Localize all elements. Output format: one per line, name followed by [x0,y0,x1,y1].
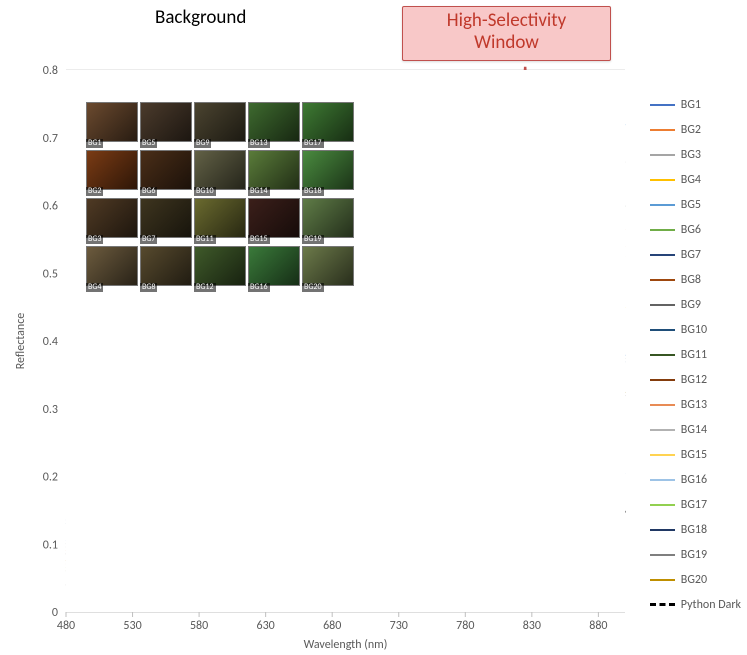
svg-text:0.7: 0.7 [43,132,58,146]
y-axis-title: Reflectance [14,313,28,370]
legend-label: Python Dark [681,598,741,612]
legend-label: BG1 [681,98,701,112]
thumb-bg11: BG11 [194,198,244,244]
legend-entry-bg20: BG20 [650,567,741,592]
svg-text:580: 580 [190,619,208,633]
legend-label: BG3 [681,148,701,162]
thumb-bg1: BG1 [86,102,136,148]
legend-label: BG8 [681,273,701,287]
svg-text:0.8: 0.8 [43,64,58,78]
legend-label: BG11 [681,348,707,362]
x-axis-title: Wavelength (nm) [304,638,388,652]
legend-entry-bg2: BG2 [650,117,741,142]
legend-entry-python-dark: Python Dark [650,592,741,617]
thumb-bg5: BG5 [140,102,190,148]
svg-text:0.1: 0.1 [43,538,58,552]
svg-text:680: 680 [323,619,341,633]
legend-label: BG20 [681,573,707,587]
thumb-bg10: BG10 [194,150,244,196]
legend-label: BG7 [681,248,701,262]
svg-text:0.2: 0.2 [43,471,58,485]
legend-label: BG15 [681,448,707,462]
legend-label: BG10 [681,323,707,337]
legend-entry-bg15: BG15 [650,442,741,467]
legend-entry-bg6: BG6 [650,217,741,242]
thumb-bg3: BG3 [86,198,136,244]
legend-entry-bg19: BG19 [650,542,741,567]
thumb-bg15: BG15 [248,198,298,244]
thumb-bg17: BG17 [302,102,352,148]
thumb-bg6: BG6 [140,150,190,196]
legend-entry-bg17: BG17 [650,492,741,517]
legend-entry-bg1: BG1 [650,92,741,117]
legend-entry-bg7: BG7 [650,242,741,267]
legend-entry-bg13: BG13 [650,392,741,417]
svg-text:480: 480 [57,619,75,633]
legend-entry-bg8: BG8 [650,267,741,292]
legend-label: BG13 [681,398,707,412]
thumb-bg19: BG19 [302,198,352,244]
legend-entry-bg16: BG16 [650,467,741,492]
legend-entry-bg14: BG14 [650,417,741,442]
thumb-bg16: BG16 [248,246,298,292]
svg-text:0: 0 [52,606,58,620]
thumb-bg8: BG8 [140,246,190,292]
legend-entry-bg5: BG5 [650,192,741,217]
svg-text:0.6: 0.6 [43,200,58,214]
legend-label: BG4 [681,173,701,187]
thumb-bg18: BG18 [302,150,352,196]
thumb-bg7: BG7 [140,198,190,244]
svg-text:780: 780 [456,619,474,633]
legend-label: BG17 [681,498,707,512]
thumb-bg4: BG4 [86,246,136,292]
svg-text:730: 730 [390,619,408,633]
legend-label: BG2 [681,123,701,137]
legend-label: BG14 [681,423,707,437]
legend-entry-bg4: BG4 [650,167,741,192]
thumb-bg9: BG9 [194,102,244,148]
svg-text:630: 630 [257,619,275,633]
legend-entry-bg18: BG18 [650,517,741,542]
legend-label: BG5 [681,198,701,212]
legend-entry-bg3: BG3 [650,142,741,167]
svg-text:0.4: 0.4 [43,335,58,349]
thumb-bg2: BG2 [86,150,136,196]
svg-text:830: 830 [523,619,541,633]
legend-label: BG6 [681,223,701,237]
thumb-bg13: BG13 [248,102,298,148]
svg-text:880: 880 [589,619,607,633]
legend-entry-bg11: BG11 [650,342,741,367]
svg-text:0.5: 0.5 [43,267,58,281]
legend-label: BG12 [681,373,707,387]
svg-text:530: 530 [123,619,141,633]
thumb-bg20: BG20 [302,246,352,292]
reflectance-chart: 480 530 580 630 680 730 780 830 880 0 0.1 0.2 0.3 0.4… [0,0,747,655]
legend-label: BG16 [681,473,707,487]
svg-text:0.3: 0.3 [43,403,58,417]
thumb-bg12: BG12 [194,246,244,292]
thumb-bg14: BG14 [248,150,298,196]
legend-entry-bg12: BG12 [650,367,741,392]
legend: BG1 BG2 BG3 BG4 BG5 BG6 BG7 BG8 BG9 BG10 BG11 BG12 B… [650,92,741,617]
legend-entry-bg10: BG10 [650,317,741,342]
legend-label: BG18 [681,523,707,537]
background-thumbnails: BG1BG5BG9BG13BG17BG2BG6BG10BG14BG18BG3BG… [86,102,352,292]
legend-label: BG19 [681,548,707,562]
legend-label: BG9 [681,298,701,312]
legend-entry-bg9: BG9 [650,292,741,317]
